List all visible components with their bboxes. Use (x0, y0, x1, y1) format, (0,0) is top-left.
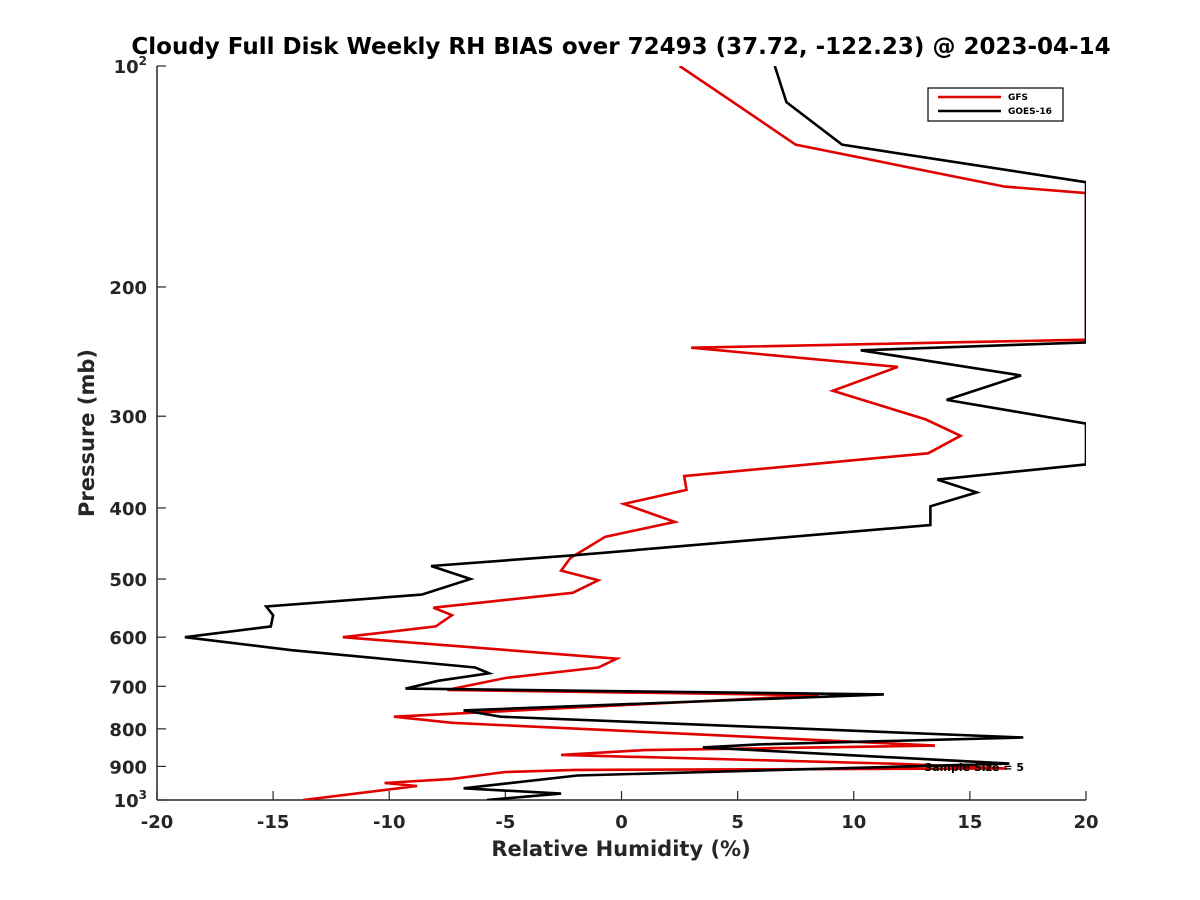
x-tick-label: 10 (841, 812, 866, 833)
y-tick-label: 102 (114, 54, 147, 78)
series-line-goes-16 (184, 66, 1086, 800)
y-tick-label: 500 (109, 570, 147, 591)
legend-label-gfs: GFS (1008, 93, 1028, 103)
plot-area: -20 -15 -10 -5 0 5 10 15 20 102 200 300 400 500 600 700… (109, 54, 1098, 833)
y-tick-label: 900 (109, 757, 147, 778)
series-line-gfs (303, 66, 1086, 800)
x-tick-label: 5 (731, 812, 744, 833)
y-tick-label: 400 (109, 499, 147, 520)
chart-title: Cloudy Full Disk Weekly RH BIAS over 724… (131, 34, 1110, 60)
x-tick-label: -10 (373, 812, 406, 833)
x-tick-label: -15 (257, 812, 290, 833)
x-tick-label: 20 (1073, 812, 1098, 833)
y-tick-label: 300 (109, 407, 147, 428)
sample-size-annotation: Sample Size = 5 (924, 761, 1024, 774)
legend-label-goes-16: GOES-16 (1008, 107, 1052, 117)
x-tick-label: -5 (495, 812, 515, 833)
y-axis-label: Pressure (mb) (75, 349, 99, 517)
y-tick-label: 800 (109, 720, 147, 741)
x-axis-label: Relative Humidity (%) (491, 837, 750, 861)
x-tick-label: -20 (141, 812, 174, 833)
x-tick-label: 15 (957, 812, 982, 833)
y-tick-label: 200 (109, 278, 147, 299)
x-tick-label: 0 (615, 812, 628, 833)
y-tick-label: 600 (109, 628, 147, 649)
legend-box (927, 87, 1064, 122)
y-tick-label: 103 (114, 788, 147, 812)
y-tick-label: 700 (109, 677, 147, 698)
